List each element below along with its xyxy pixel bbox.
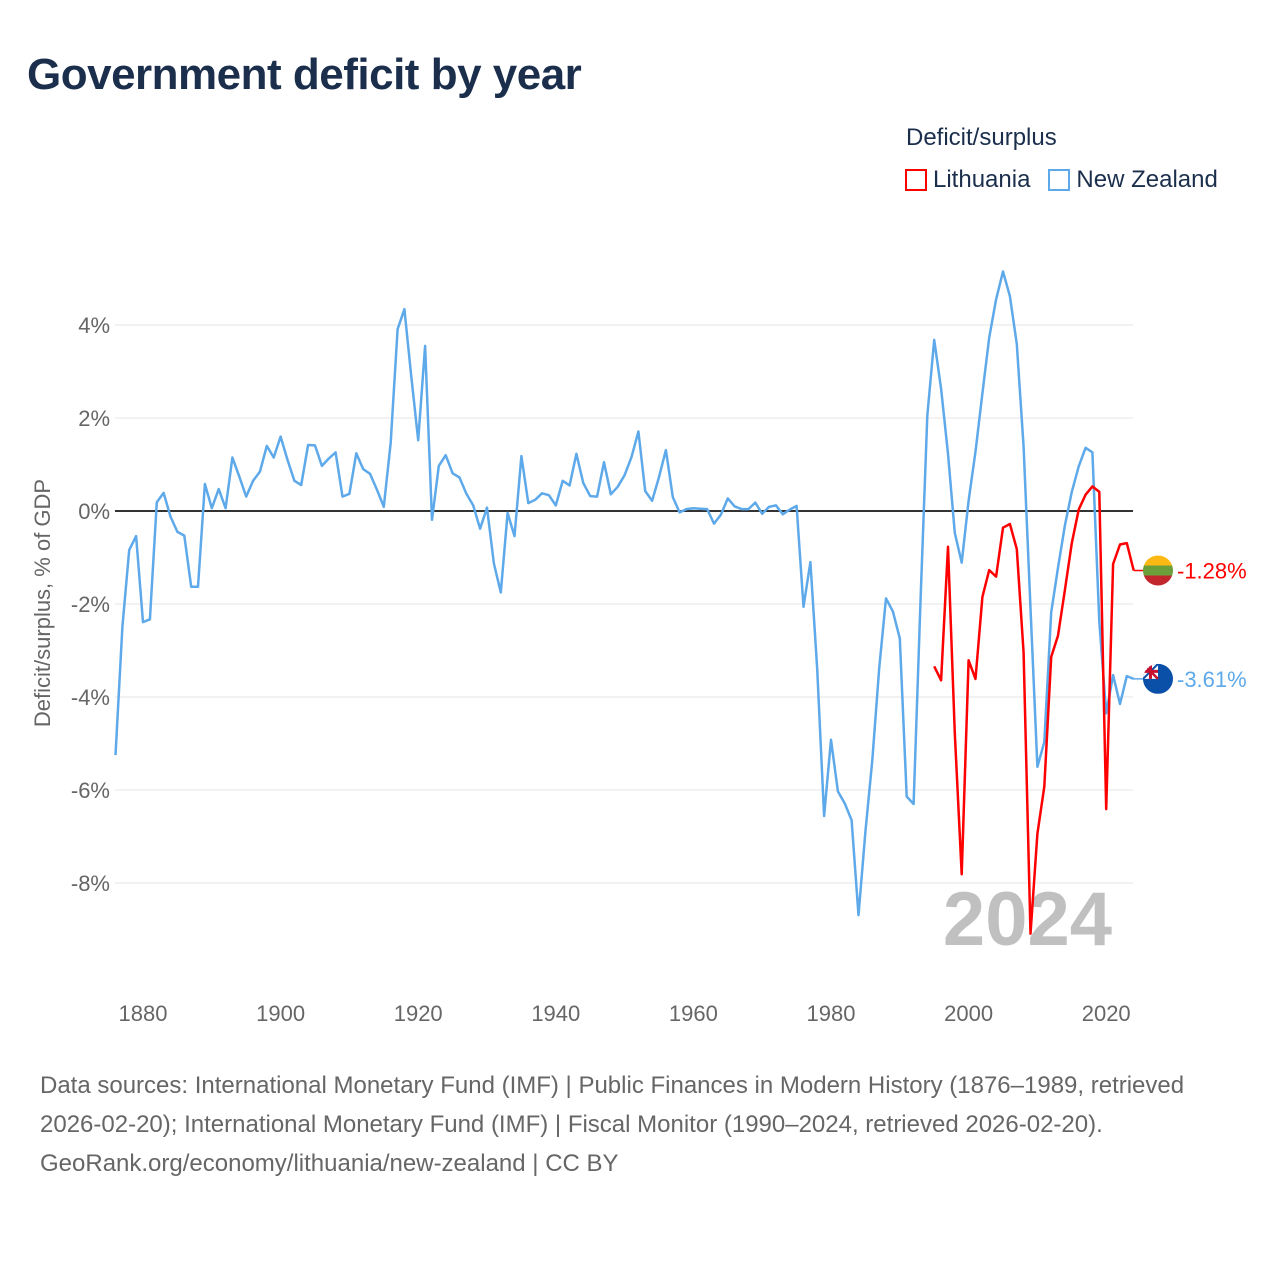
data-sources: Data sources: International Monetary Fun… xyxy=(40,1072,1185,1138)
y-tick-label: -8% xyxy=(71,871,110,896)
x-tick-label: 1960 xyxy=(669,1001,718,1026)
legend: Lithuania New Zealand xyxy=(905,166,1218,194)
series-line-new-zealand xyxy=(114,270,1135,917)
footer: Data sources: International Monetary Fun… xyxy=(40,1066,1240,1183)
legend-title: Deficit/surplus xyxy=(906,124,1057,151)
legend-label-new-zealand: New Zealand xyxy=(1076,166,1218,193)
x-tick-label: 2020 xyxy=(1082,1001,1131,1026)
end-value-label-new-zealand: -3.61% xyxy=(1177,667,1247,692)
x-tick-label: 1900 xyxy=(256,1001,305,1026)
legend-swatch-new-zealand xyxy=(1048,169,1071,191)
y-tick-label: 2% xyxy=(78,406,110,431)
lithuania-flag-icon xyxy=(1143,555,1173,586)
legend-item-lithuania[interactable]: Lithuania xyxy=(905,166,1030,194)
y-tick-label: -2% xyxy=(71,592,110,617)
y-tick-label: 4% xyxy=(78,313,110,338)
x-tick-label: 1940 xyxy=(531,1001,580,1026)
y-tick-label: 0% xyxy=(78,499,110,524)
y-tick-label: -4% xyxy=(71,685,110,710)
chart: 2024 4% 2% 0% -2% -4% -6% -8% 1880 1900 1920 1940 19… xyxy=(30,270,1247,1026)
series-line-lithuania xyxy=(933,485,1135,935)
chart-title: Government deficit by year xyxy=(27,50,582,99)
y-axis-label: Deficit/surplus, % of GDP xyxy=(30,479,55,727)
legend-item-new-zealand[interactable]: New Zealand xyxy=(1048,166,1218,194)
x-tick-label: 2000 xyxy=(944,1001,993,1026)
end-value-label-lithuania: -1.28% xyxy=(1177,559,1247,584)
legend-label-lithuania: Lithuania xyxy=(933,166,1031,193)
legend-swatch-lithuania xyxy=(905,169,927,191)
x-tick-label: 1880 xyxy=(119,1001,168,1026)
year-annotation: 2024 xyxy=(943,877,1112,962)
x-tick-label: 1980 xyxy=(807,1001,856,1026)
new-zealand-flag-icon xyxy=(1143,663,1173,694)
y-tick-label: -6% xyxy=(71,778,110,803)
x-tick-label: 1920 xyxy=(394,1001,443,1026)
credit-link[interactable]: GeoRank.org/economy/lithuania/new-zealan… xyxy=(40,1150,619,1177)
